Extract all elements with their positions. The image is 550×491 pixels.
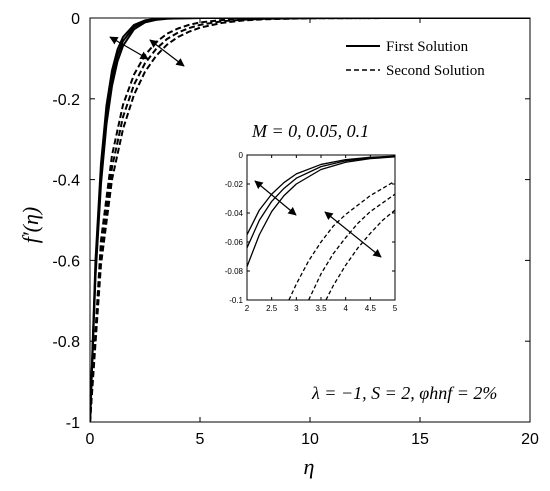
inset-x-tick-label: 2.5 [266, 304, 278, 313]
inset-y-tick-label: -0.02 [225, 180, 244, 189]
inset-arrow-first-solution [254, 180, 297, 216]
main-ticks: 0 5 10 15 200-0.2-0.4-0.6-0.8-1 [52, 11, 539, 448]
inset-y-tick-label: -0.08 [225, 267, 244, 276]
inset-x-tick-label: 3 [294, 304, 299, 313]
inset-x-tick-label: 4.5 [365, 304, 377, 313]
y-axis-label: f′(η) [18, 207, 43, 244]
legend-label-second-solution: Second Solution [386, 63, 485, 79]
main-second-solution-curve [90, 18, 530, 422]
legend: First Solution Second Solution [346, 39, 485, 79]
inset-x-tick-label: 4 [343, 304, 348, 313]
main-y-tick-label: 0 [71, 11, 80, 28]
main-x-tick-label: 5 [196, 431, 205, 448]
main-first-solution-curve [90, 18, 530, 422]
inset-y-tick-label: -0.1 [229, 296, 243, 305]
conditions-annotation: λ = −1, S = 2, φhnf = 2% [311, 383, 497, 403]
parameter-annotation: M = 0, 0.05, 0.1 [251, 121, 369, 141]
inset-y-tick-label: -0.06 [225, 238, 244, 247]
main-x-tick-label: 20 [521, 431, 539, 448]
inset-x-tick-label: 5 [393, 304, 398, 313]
main-y-tick-label: -0.4 [52, 173, 80, 190]
legend-label-first-solution: First Solution [386, 39, 469, 55]
main-arrow-second-solution [149, 39, 185, 67]
x-axis-label: η [304, 454, 315, 479]
main-x-tick-label: 10 [301, 431, 319, 448]
inset-arrow-second-solution [324, 211, 382, 258]
main-y-tick-label: -0.2 [52, 92, 80, 109]
inset-ticks: 2 2.5 3 3.5 4 4.5 5 0 -0.02 -0.04 -0.06 -0.08 -0.1 [225, 151, 398, 313]
main-y-tick-label: -0.6 [52, 253, 80, 270]
inset-y-tick-label: 0 [239, 151, 244, 160]
inset-frame [246, 154, 396, 301]
main-arrow-first-solution [109, 36, 149, 60]
main-second-solution-curve [90, 18, 530, 422]
main-y-tick-label: -1 [66, 415, 80, 432]
main-x-tick-label: 0 [86, 431, 95, 448]
main-series-group [90, 18, 530, 422]
main-x-tick-label: 15 [411, 431, 429, 448]
main-y-tick-label: -0.8 [52, 334, 80, 351]
inset-y-tick-label: -0.04 [225, 209, 244, 218]
main-second-solution-curve [90, 18, 530, 422]
inset-second-solution-curve [288, 180, 395, 300]
inset-x-tick-label: 2 [245, 304, 250, 313]
inset-x-tick-label: 3.5 [315, 304, 327, 313]
